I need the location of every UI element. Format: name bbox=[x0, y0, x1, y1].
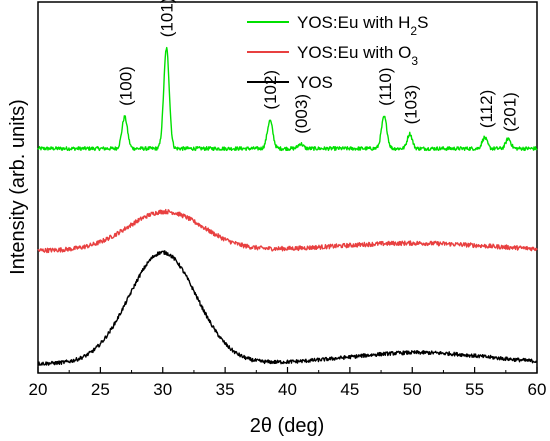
series-layer bbox=[37, 46, 538, 366]
peak-label: (103) bbox=[401, 85, 420, 125]
legend-label: YOS bbox=[297, 73, 333, 92]
legend-label: YOS:Eu with H2S bbox=[297, 13, 428, 38]
x-tick-label: 55 bbox=[465, 380, 484, 399]
peak-label: (102) bbox=[261, 70, 280, 110]
x-tick-label: 45 bbox=[340, 380, 359, 399]
plot-frame bbox=[37, 1, 538, 374]
series-line-2 bbox=[37, 250, 538, 366]
x-tick-label: 35 bbox=[216, 380, 235, 399]
legend-label: YOS:Eu with O3 bbox=[297, 43, 418, 68]
x-tick-label: 40 bbox=[278, 380, 297, 399]
peak-annotations: (100) (101) (102) (003) (110) (103) (112) (201) bbox=[116, 0, 519, 134]
peak-label: (100) bbox=[116, 66, 135, 106]
peak-label: (112) bbox=[477, 90, 496, 128]
series-line-0 bbox=[37, 46, 538, 152]
peak-label: (101) bbox=[157, 0, 176, 37]
x-axis-title: 2θ (deg) bbox=[250, 415, 325, 437]
x-tick-label: 25 bbox=[91, 380, 110, 399]
x-tick-label: 20 bbox=[29, 380, 48, 399]
legend: YOS:Eu with H2S YOS:Eu with O3 YOS bbox=[247, 13, 428, 92]
peak-label: (003) bbox=[292, 94, 311, 134]
x-tick-label: 50 bbox=[403, 380, 422, 399]
x-ticks: 20 25 30 35 40 45 50 55 60 bbox=[29, 367, 547, 399]
peak-label: (201) bbox=[501, 92, 520, 132]
peak-label: (110) bbox=[376, 67, 395, 105]
x-tick-label: 60 bbox=[528, 380, 547, 399]
y-axis-title: Intensity (arb. units) bbox=[7, 99, 29, 275]
x-tick-label: 30 bbox=[153, 380, 172, 399]
series-line-1 bbox=[37, 208, 538, 254]
